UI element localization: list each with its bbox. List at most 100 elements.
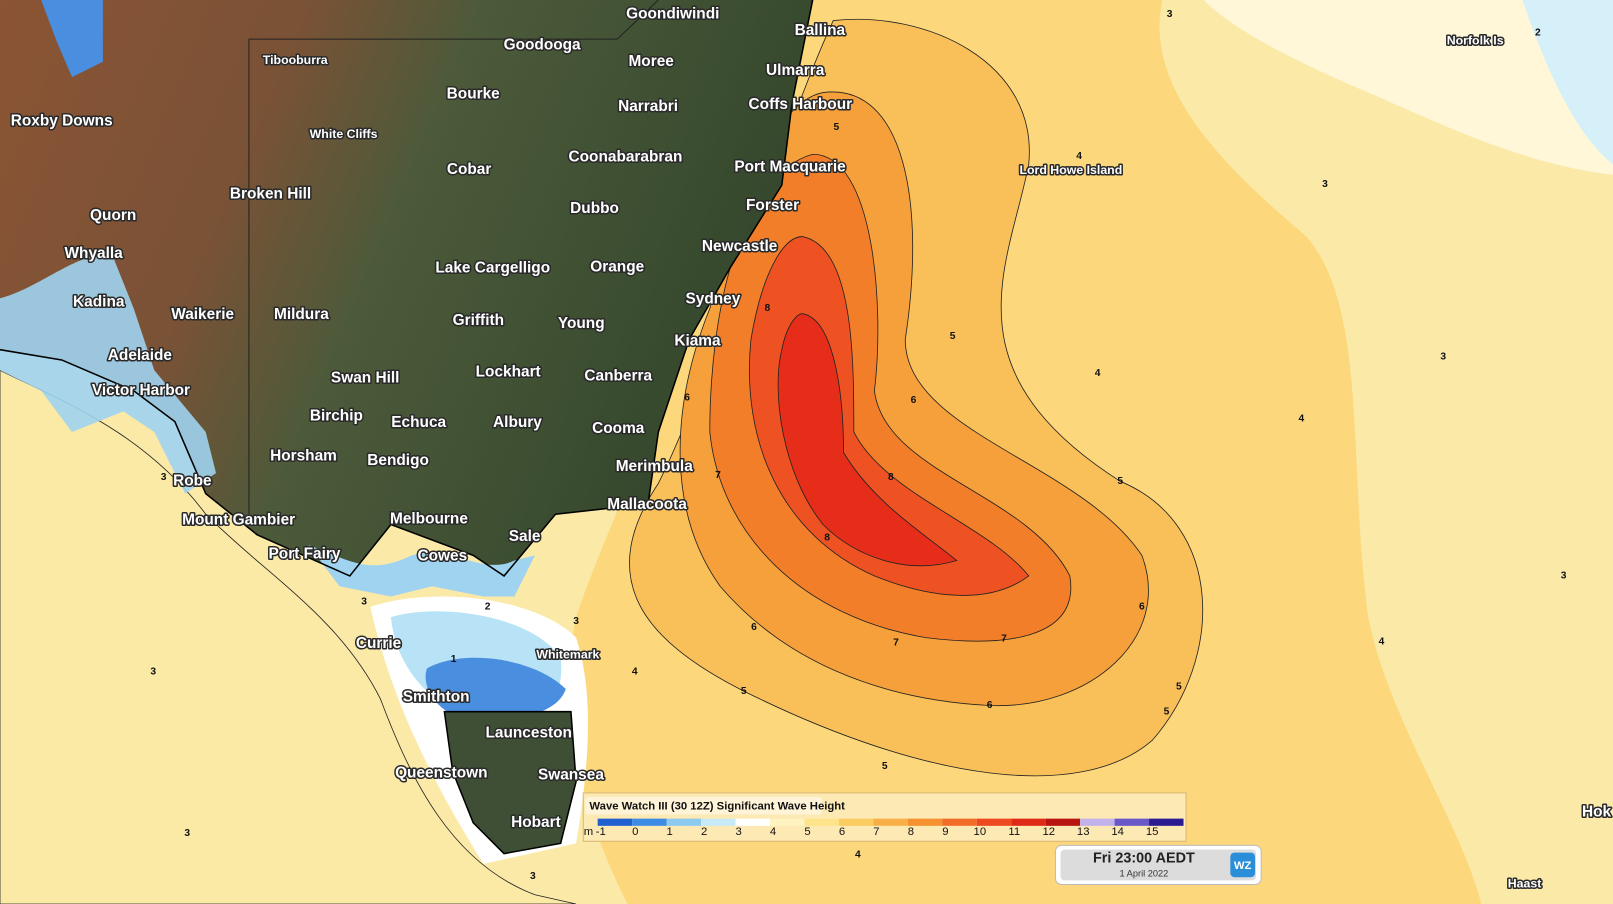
state-border bbox=[248, 0, 659, 515]
place-label: Port Macquarie bbox=[734, 159, 846, 176]
contour-label: 6 bbox=[911, 395, 917, 406]
contour-label: 8 bbox=[888, 472, 894, 483]
contour-line bbox=[0, 369, 577, 904]
contour-label: 6 bbox=[684, 393, 690, 404]
legend-tick-label: 10 bbox=[974, 826, 987, 838]
contour-label: 8 bbox=[824, 533, 830, 544]
legend-tick-label: 0 bbox=[632, 826, 638, 838]
place-label: Horsham bbox=[270, 448, 337, 465]
legend-swatch bbox=[976, 818, 1012, 826]
place-label: Quorn bbox=[90, 207, 136, 224]
place-label: Goodooga bbox=[504, 36, 581, 53]
timestamp-box: Fri 23:00 AEDT 1 April 2022 WZ bbox=[1054, 844, 1262, 885]
legend-tick-label: 3 bbox=[735, 826, 741, 838]
legend-swatch bbox=[942, 818, 977, 826]
contour-label: 3 bbox=[1167, 9, 1173, 20]
contour-label: 7 bbox=[893, 637, 899, 648]
contour-label: 5 bbox=[882, 761, 888, 772]
legend: Wave Watch III (30 12Z) Significant Wave… bbox=[582, 792, 1187, 842]
contour-label: 4 bbox=[855, 849, 861, 860]
contour-label: 8 bbox=[765, 303, 771, 314]
place-label: Waikerie bbox=[171, 306, 234, 323]
legend-tick-label: 4 bbox=[770, 826, 776, 838]
place-label: Bourke bbox=[447, 86, 501, 103]
contour-label: 1 bbox=[451, 654, 457, 665]
place-label: Adelaide bbox=[108, 347, 173, 364]
legend-tick-label: 6 bbox=[839, 826, 845, 838]
legend-unit: m bbox=[584, 826, 593, 838]
contour-label: 5 bbox=[833, 122, 839, 133]
legend-swatch bbox=[804, 818, 839, 826]
place-label: Narrabri bbox=[618, 98, 678, 115]
legend-tick-label: 8 bbox=[908, 826, 914, 838]
tasmania bbox=[443, 710, 577, 855]
place-label: Lord Howe Island bbox=[1019, 163, 1122, 177]
place-label: Mildura bbox=[274, 306, 329, 323]
place-label: Forster bbox=[746, 197, 799, 214]
place-label: Cobar bbox=[447, 161, 492, 178]
place-label: Lockhart bbox=[476, 363, 541, 380]
timestamp-date: 1 April 2022 bbox=[1119, 869, 1168, 879]
contour-label: 5 bbox=[1117, 476, 1123, 487]
legend-tick-label: 7 bbox=[873, 826, 879, 838]
legend-swatch bbox=[1045, 818, 1081, 826]
place-label: Melbourne bbox=[390, 510, 468, 527]
logo bbox=[1230, 852, 1256, 878]
place-label: Broken Hill bbox=[230, 185, 311, 202]
contour-label: 5 bbox=[1164, 706, 1170, 717]
legend-swatch bbox=[769, 818, 805, 826]
contour-labels: 3 2 4 3 5 5 4 3 4 8 6 7 8 8 5 6 7 7 6 6 5 5 5 5 4 3 4 4 3 3 3 2 3 3 3 6 1 bbox=[150, 9, 1566, 882]
legend-tick-label: 15 bbox=[1146, 826, 1159, 838]
place-labels: Goondiwindi Goodooga Moree Tibooburra Ballin… bbox=[9, 4, 1613, 892]
place-label: Newcastle bbox=[702, 238, 778, 255]
legend-tick-label: 9 bbox=[942, 826, 948, 838]
contour-label: 6 bbox=[987, 700, 993, 711]
contour-label: 6 bbox=[1139, 601, 1145, 612]
place-label: Cowes bbox=[418, 547, 468, 564]
legend-swatch bbox=[907, 818, 943, 826]
contour-label: 3 bbox=[1561, 571, 1567, 582]
legend-tick-label: 12 bbox=[1042, 826, 1055, 838]
legend-swatch bbox=[838, 818, 874, 826]
place-label: Dubbo bbox=[570, 200, 619, 217]
legend-tick-label: 11 bbox=[1008, 826, 1020, 838]
contour-label: 7 bbox=[1001, 633, 1007, 644]
place-label: Smithton bbox=[403, 688, 470, 705]
place-label: Ballina bbox=[795, 22, 846, 39]
legend-title: Wave Watch III (30 12Z) Significant Wave… bbox=[589, 800, 845, 812]
legend-tick-label: -1 bbox=[596, 826, 606, 838]
place-label: Kadina bbox=[73, 293, 125, 310]
contour-label: 3 bbox=[530, 871, 536, 882]
logo-text: WZ bbox=[1234, 860, 1252, 872]
place-label: Albury bbox=[493, 414, 542, 431]
place-label: Sydney bbox=[685, 290, 740, 307]
place-label: Moree bbox=[628, 53, 674, 70]
place-label: Whitemark bbox=[536, 647, 599, 661]
land bbox=[0, 0, 814, 864]
legend-title-box bbox=[585, 797, 822, 815]
legend-tick-label: 5 bbox=[804, 826, 810, 838]
place-label: Cooma bbox=[592, 420, 645, 437]
place-label: Orange bbox=[590, 258, 644, 275]
contour-band bbox=[1203, 0, 1613, 175]
place-label: Coffs Harbour bbox=[749, 96, 853, 113]
legend-swatch bbox=[666, 818, 702, 826]
contour-band bbox=[777, 313, 958, 567]
contour-label: 5 bbox=[950, 331, 956, 342]
contour-label: 2 bbox=[485, 601, 491, 612]
legend-swatch bbox=[1011, 818, 1046, 826]
place-label: Swan Hill bbox=[331, 370, 400, 387]
place-label: Swansea bbox=[538, 767, 604, 784]
contour-band bbox=[1522, 0, 1613, 165]
legend-swatch bbox=[1114, 818, 1150, 826]
place-label: Haast bbox=[1508, 877, 1542, 891]
place-label: Queenstown bbox=[395, 764, 487, 781]
contour-label: 4 bbox=[1076, 151, 1082, 162]
place-label: Port Fairy bbox=[269, 545, 341, 562]
contour-label: 3 bbox=[573, 616, 579, 627]
contour-label: 3 bbox=[150, 666, 156, 677]
place-label: Roxby Downs bbox=[11, 112, 113, 129]
contour-label: 4 bbox=[1095, 368, 1101, 379]
place-label: Norfolk Is bbox=[1447, 33, 1504, 47]
